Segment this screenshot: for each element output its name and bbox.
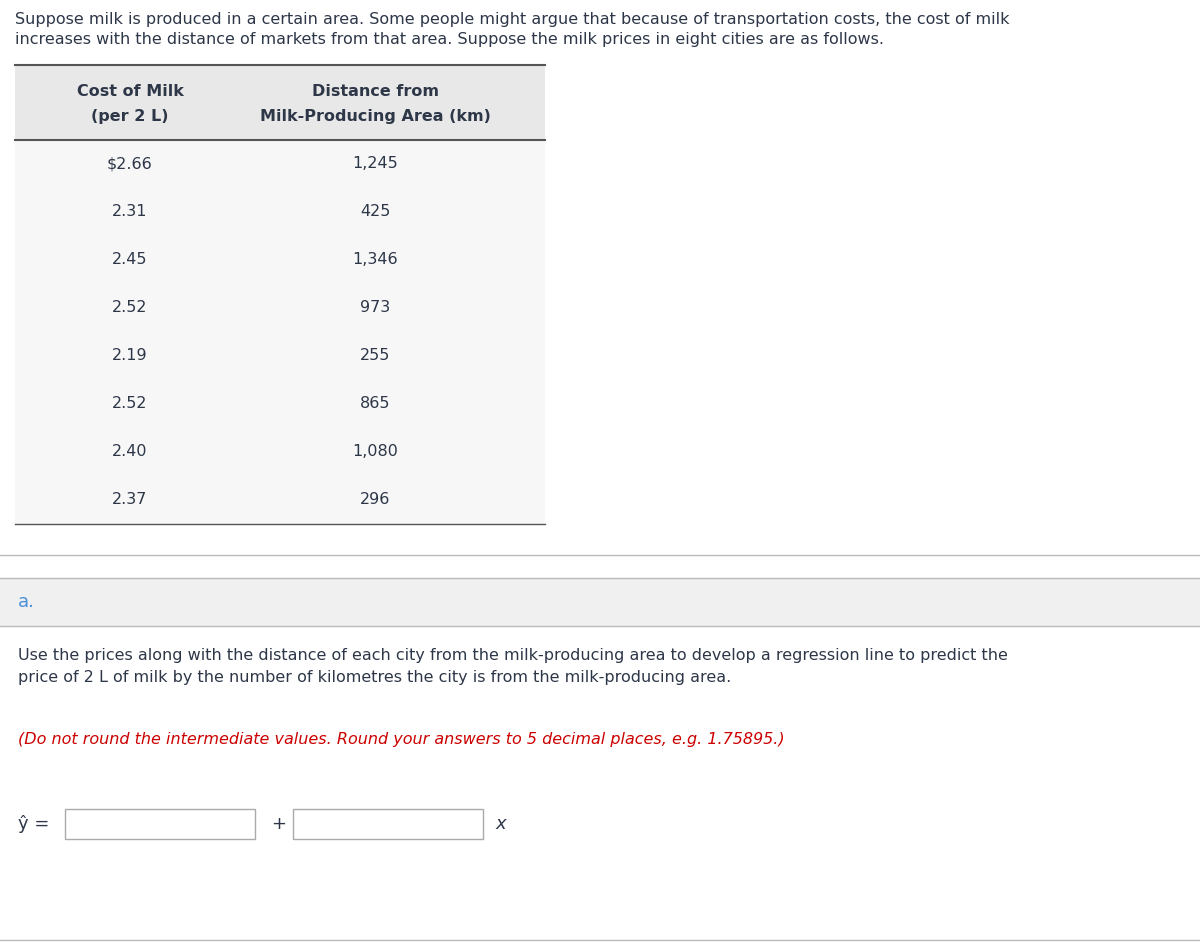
Text: (Do not round the intermediate values. Round your answers to 5 decimal places, e: (Do not round the intermediate values. R… [18, 732, 785, 747]
Text: 296: 296 [360, 493, 390, 508]
Text: 1,245: 1,245 [352, 156, 398, 171]
Text: 865: 865 [360, 397, 390, 412]
Text: 255: 255 [360, 349, 390, 364]
Text: x: x [496, 815, 505, 833]
Text: Use the prices along with the distance of each city from the milk-producing area: Use the prices along with the distance o… [18, 648, 1008, 663]
Text: +: + [271, 815, 286, 833]
Text: Cost of Milk: Cost of Milk [77, 84, 184, 99]
Text: 973: 973 [360, 300, 390, 316]
Text: a.: a. [18, 593, 35, 611]
Text: 425: 425 [360, 204, 390, 219]
Text: increases with the distance of markets from that area. Suppose the milk prices i: increases with the distance of markets f… [14, 32, 884, 47]
Text: (per 2 L): (per 2 L) [91, 108, 169, 123]
Bar [14, 140, 545, 524]
Text: 2.40: 2.40 [113, 445, 148, 460]
Text: 2.52: 2.52 [113, 300, 148, 316]
Bar [0, 578, 1200, 626]
Bar [293, 809, 482, 839]
Text: 2.31: 2.31 [113, 204, 148, 219]
Bar [14, 65, 545, 140]
Text: price of 2 L of milk by the number of kilometres the city is from the milk-produ: price of 2 L of milk by the number of ki… [18, 670, 731, 685]
Text: 1,080: 1,080 [352, 445, 398, 460]
Text: 2.37: 2.37 [113, 493, 148, 508]
Text: 1,346: 1,346 [352, 252, 398, 268]
Text: 2.45: 2.45 [113, 252, 148, 268]
Text: Milk-Producing Area (km): Milk-Producing Area (km) [259, 108, 491, 123]
Bar [65, 809, 256, 839]
Text: Suppose milk is produced in a certain area. Some people might argue that because: Suppose milk is produced in a certain ar… [14, 12, 1009, 27]
Text: ŷ =: ŷ = [18, 815, 49, 833]
Text: $2.66: $2.66 [107, 156, 152, 171]
Text: 2.19: 2.19 [112, 349, 148, 364]
Text: Distance from: Distance from [312, 84, 438, 99]
Text: 2.52: 2.52 [113, 397, 148, 412]
